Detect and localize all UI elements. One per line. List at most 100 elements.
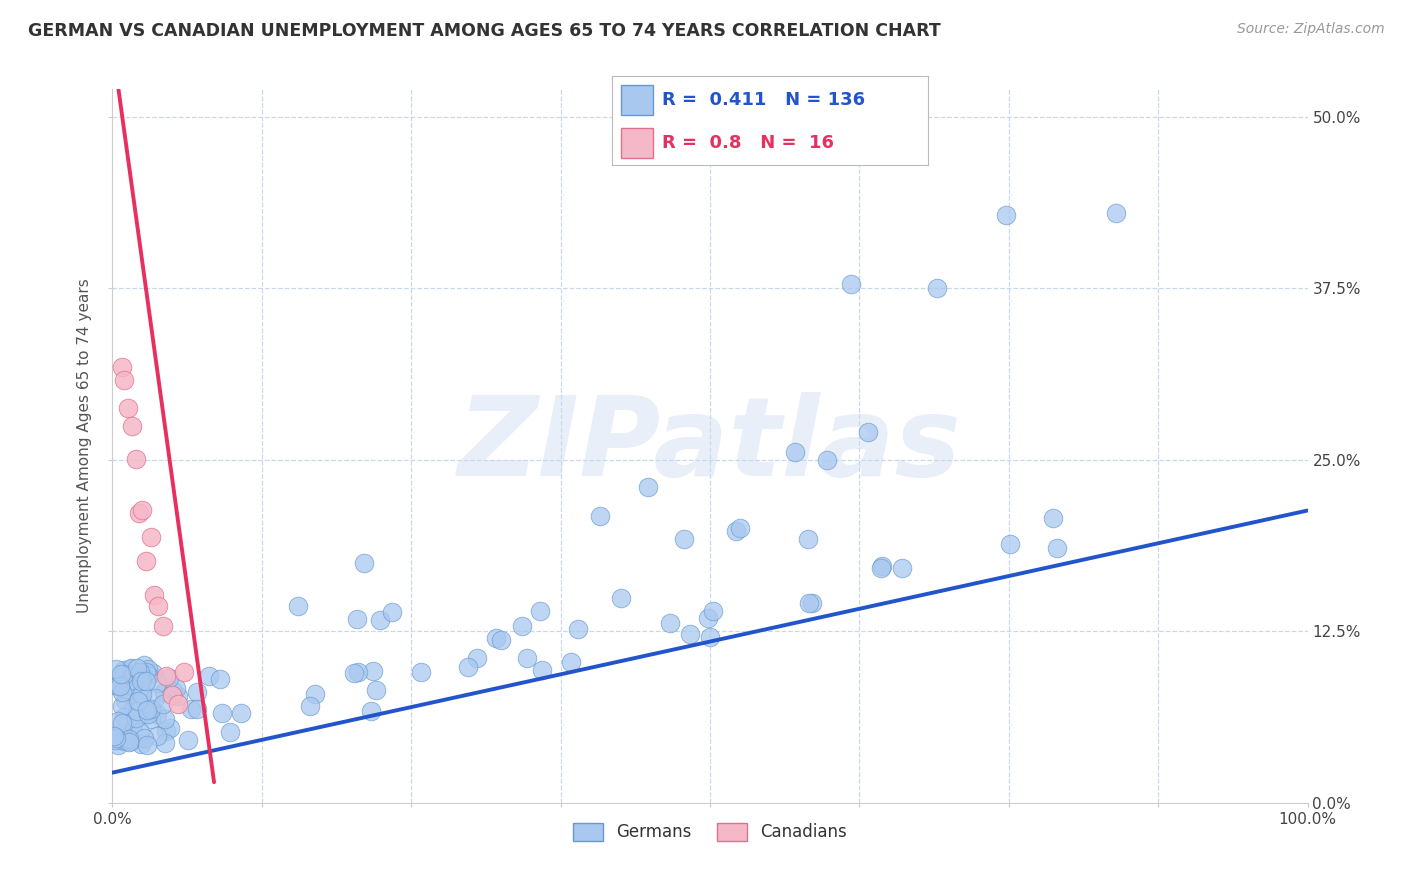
Point xyxy=(111,698,134,713)
Point xyxy=(127,694,149,708)
Point xyxy=(815,452,838,467)
Point xyxy=(672,532,695,546)
Point xyxy=(229,706,252,721)
Point xyxy=(111,671,134,685)
Point xyxy=(145,729,167,743)
Point xyxy=(112,734,135,748)
Point xyxy=(800,596,823,610)
Point xyxy=(485,631,508,645)
Point xyxy=(1105,205,1128,219)
Point xyxy=(135,673,157,688)
Point xyxy=(104,662,127,676)
Point xyxy=(114,373,135,387)
Point xyxy=(127,704,149,718)
Point xyxy=(157,671,180,685)
Point xyxy=(139,530,162,544)
Point xyxy=(211,706,233,720)
Point xyxy=(165,681,187,695)
Point xyxy=(839,277,862,291)
Point xyxy=(136,662,159,676)
Point xyxy=(173,665,195,679)
Point xyxy=(146,599,169,613)
Point xyxy=(125,711,148,725)
Point xyxy=(131,687,153,701)
Point xyxy=(567,622,589,636)
Point xyxy=(146,676,169,690)
Point xyxy=(799,596,821,610)
Point xyxy=(152,698,174,712)
Point xyxy=(136,668,159,682)
Point xyxy=(105,679,128,693)
Point xyxy=(136,668,159,682)
Point xyxy=(125,451,148,466)
Point xyxy=(103,729,125,743)
Point xyxy=(128,724,150,739)
Point xyxy=(304,687,326,701)
Point xyxy=(120,662,142,676)
Point xyxy=(529,604,551,618)
Point xyxy=(107,714,129,729)
Point xyxy=(197,669,219,683)
Point xyxy=(118,734,141,748)
Point xyxy=(368,613,391,627)
Point xyxy=(155,724,177,739)
Point xyxy=(890,561,912,575)
Point xyxy=(155,736,177,750)
Point xyxy=(162,689,183,703)
Point xyxy=(120,685,142,699)
Point xyxy=(104,733,127,747)
Text: R =  0.8   N =  16: R = 0.8 N = 16 xyxy=(662,134,834,152)
Point xyxy=(118,732,141,747)
Point xyxy=(129,674,152,689)
Point xyxy=(111,716,134,731)
Point xyxy=(186,685,208,699)
Point xyxy=(560,655,582,669)
Text: GERMAN VS CANADIAN UNEMPLOYMENT AMONG AGES 65 TO 74 YEARS CORRELATION CHART: GERMAN VS CANADIAN UNEMPLOYMENT AMONG AG… xyxy=(28,22,941,40)
Point xyxy=(167,697,190,711)
Point xyxy=(998,537,1021,551)
Point xyxy=(152,619,174,633)
Point xyxy=(870,559,893,574)
Point xyxy=(131,671,153,685)
Point xyxy=(112,666,135,681)
Point xyxy=(870,560,893,574)
Point xyxy=(128,506,150,520)
Point xyxy=(127,661,149,675)
Point xyxy=(728,521,751,535)
Point xyxy=(783,444,806,458)
Point xyxy=(186,702,208,716)
Point xyxy=(658,615,681,630)
Point xyxy=(112,732,135,747)
Point xyxy=(105,731,128,745)
Point xyxy=(114,709,136,723)
Point xyxy=(122,673,145,688)
Point xyxy=(110,667,132,681)
Point xyxy=(489,633,512,648)
Point xyxy=(346,612,368,626)
Point xyxy=(679,627,702,641)
Point xyxy=(364,682,387,697)
Point xyxy=(111,359,134,374)
Point xyxy=(132,707,155,722)
FancyBboxPatch shape xyxy=(621,128,652,158)
Point xyxy=(180,702,202,716)
Legend: Germans, Canadians: Germans, Canadians xyxy=(567,816,853,848)
Point xyxy=(166,689,188,703)
Point xyxy=(516,651,538,665)
Point xyxy=(115,717,138,731)
Point xyxy=(143,588,166,602)
Point xyxy=(117,401,139,415)
Point xyxy=(142,666,165,681)
Point xyxy=(141,713,163,727)
Point xyxy=(381,605,404,619)
Point xyxy=(696,610,718,624)
Point xyxy=(360,704,382,718)
Point xyxy=(361,664,384,678)
Point xyxy=(128,665,150,679)
Point xyxy=(1046,541,1069,555)
FancyBboxPatch shape xyxy=(621,85,652,115)
Text: Source: ZipAtlas.com: Source: ZipAtlas.com xyxy=(1237,22,1385,37)
Point xyxy=(159,722,181,736)
Point xyxy=(114,693,136,707)
Point xyxy=(135,554,157,568)
